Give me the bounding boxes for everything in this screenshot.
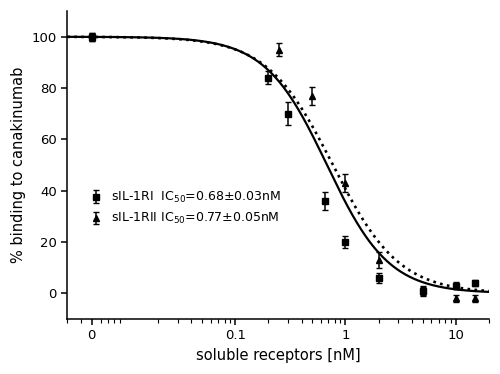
Legend: sIL-1RI  IC$_{50}$=0.68±0.03nM, sIL-1RII IC$_{50}$=0.77±0.05nM: sIL-1RI IC$_{50}$=0.68±0.03nM, sIL-1RII … bbox=[86, 190, 282, 227]
X-axis label: soluble receptors [nM]: soluble receptors [nM] bbox=[196, 348, 360, 363]
Y-axis label: % binding to canakinumab: % binding to canakinumab bbox=[11, 67, 26, 263]
